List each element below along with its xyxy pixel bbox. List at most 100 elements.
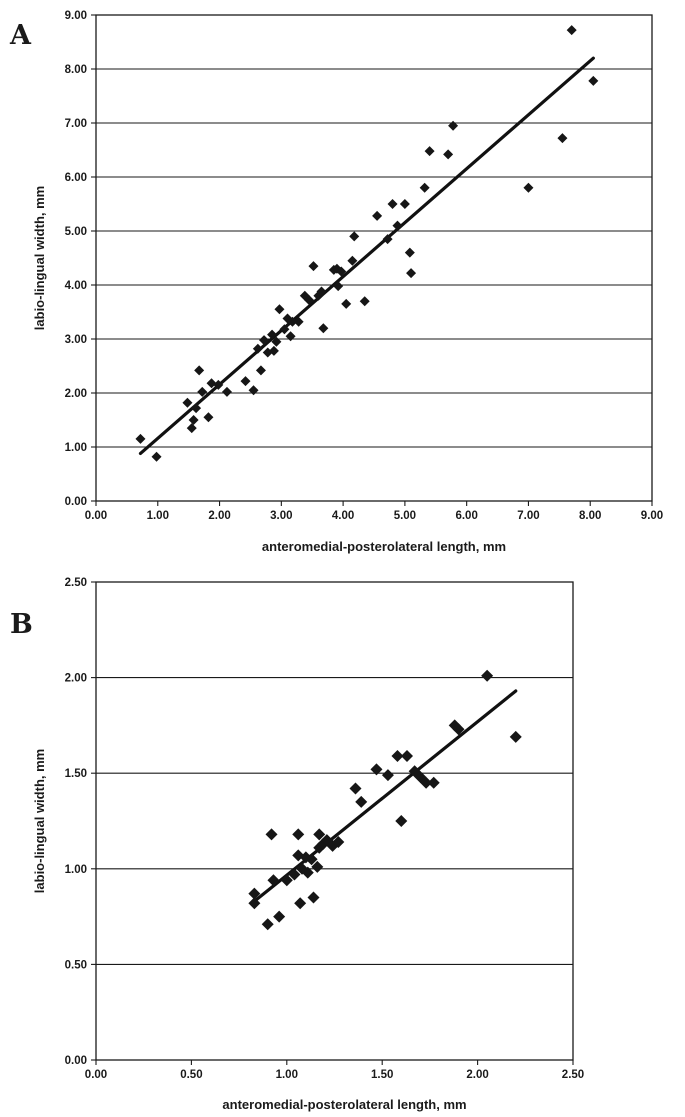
data-point bbox=[271, 336, 282, 347]
data-point bbox=[305, 853, 318, 866]
data-point bbox=[333, 281, 344, 292]
x-tick-label: 7.00 bbox=[517, 510, 539, 522]
data-point bbox=[248, 887, 261, 900]
x-tick-label: 3.00 bbox=[270, 510, 292, 522]
data-point bbox=[370, 763, 383, 776]
x-axis-title: anteromedial-posterolateral length, mm bbox=[222, 1097, 466, 1112]
data-point bbox=[341, 298, 352, 309]
data-point bbox=[391, 749, 404, 762]
data-point bbox=[347, 255, 358, 266]
y-tick-label: 2.00 bbox=[65, 673, 87, 685]
data-point bbox=[280, 874, 293, 887]
x-tick-label: 2.00 bbox=[208, 510, 230, 522]
data-point bbox=[248, 897, 261, 910]
x-tick-label: 2.50 bbox=[562, 1069, 584, 1081]
data-point bbox=[248, 385, 259, 396]
x-axis-title: anteromedial-posterolateral length, mm bbox=[262, 539, 506, 554]
x-tick-label: 1.00 bbox=[147, 510, 169, 522]
x-tick-label: 5.00 bbox=[394, 510, 416, 522]
data-point bbox=[151, 451, 162, 462]
x-tick-label: 0.50 bbox=[180, 1069, 202, 1081]
plot-frame bbox=[95, 14, 653, 502]
data-point bbox=[349, 782, 362, 795]
y-tick-label: 2.00 bbox=[65, 388, 87, 400]
data-point bbox=[509, 730, 522, 743]
y-axis-title: labio-lingual width, mm bbox=[32, 749, 47, 893]
data-point bbox=[443, 149, 454, 160]
data-point bbox=[261, 918, 274, 931]
data-point bbox=[194, 365, 205, 376]
data-point bbox=[267, 874, 280, 887]
data-point bbox=[406, 268, 417, 279]
x-tick-label: 9.00 bbox=[641, 510, 663, 522]
data-point bbox=[240, 376, 251, 387]
data-point bbox=[265, 828, 278, 841]
data-point bbox=[255, 365, 266, 376]
data-point bbox=[279, 324, 290, 335]
data-point bbox=[588, 75, 599, 86]
data-point bbox=[311, 860, 324, 873]
data-point bbox=[326, 839, 339, 852]
data-point bbox=[557, 133, 568, 144]
data-point bbox=[206, 378, 217, 389]
x-tick-label: 1.50 bbox=[371, 1069, 393, 1081]
data-point bbox=[293, 316, 304, 327]
data-point bbox=[268, 345, 279, 356]
data-point bbox=[252, 343, 263, 354]
data-point bbox=[481, 669, 494, 682]
y-tick-label: 7.00 bbox=[65, 118, 87, 130]
data-point bbox=[285, 331, 296, 342]
data-point bbox=[448, 719, 461, 732]
data-point bbox=[186, 423, 197, 434]
data-point bbox=[419, 182, 430, 193]
data-point bbox=[336, 266, 347, 277]
x-tick-label: 0.00 bbox=[85, 510, 107, 522]
data-point bbox=[313, 828, 326, 841]
x-tick-label: 6.00 bbox=[455, 510, 477, 522]
x-tick-label: 0.00 bbox=[85, 1069, 107, 1081]
data-point bbox=[191, 403, 202, 414]
data-point bbox=[392, 220, 403, 231]
data-point bbox=[332, 836, 345, 849]
x-tick-label: 1.00 bbox=[276, 1069, 298, 1081]
y-tick-label: 8.00 bbox=[65, 64, 87, 76]
panel-label-a: A bbox=[10, 20, 31, 51]
data-point bbox=[404, 247, 415, 258]
data-point bbox=[292, 849, 305, 862]
data-point bbox=[317, 837, 330, 850]
y-tick-label: 9.00 bbox=[65, 10, 87, 22]
data-point bbox=[188, 415, 199, 425]
data-point bbox=[197, 386, 208, 397]
data-point bbox=[349, 231, 360, 242]
y-tick-label: 0.00 bbox=[65, 496, 87, 508]
data-point bbox=[287, 316, 298, 327]
scatter-chart-a: 0.00 1.00 2.00 3.00 4.00 5.00 6.00 7.00 8.00 9.00… bbox=[32, 10, 663, 554]
data-point bbox=[395, 815, 408, 827]
data-point bbox=[399, 199, 410, 209]
data-point bbox=[316, 286, 327, 297]
data-point bbox=[382, 234, 393, 245]
data-point bbox=[424, 146, 435, 157]
data-point bbox=[452, 723, 465, 736]
data-point bbox=[401, 749, 414, 762]
y-axis-title: labio-lingual width, mm bbox=[32, 186, 47, 330]
y-tick-label: 1.00 bbox=[65, 442, 87, 454]
y-tick-label: 4.00 bbox=[65, 280, 87, 292]
data-point bbox=[292, 828, 305, 841]
y-tick-label: 2.50 bbox=[65, 577, 87, 589]
chart-panel-a: A 0.00 1.00 2.00 3.00 4.00 5.00 6.00 7.00 8.00 9.… bbox=[10, 10, 663, 554]
data-point bbox=[318, 323, 329, 334]
data-point bbox=[288, 868, 301, 881]
data-point bbox=[427, 776, 440, 789]
data-point bbox=[448, 120, 459, 131]
data-point bbox=[304, 295, 315, 306]
data-point bbox=[273, 910, 286, 923]
data-point bbox=[387, 199, 398, 209]
data-point bbox=[274, 304, 285, 315]
data-point bbox=[213, 379, 224, 390]
data-point bbox=[221, 386, 232, 397]
x-tick-label: 8.00 bbox=[579, 510, 601, 522]
x-tick-label: 4.00 bbox=[332, 510, 354, 522]
data-point bbox=[372, 210, 383, 221]
data-point bbox=[294, 897, 307, 910]
